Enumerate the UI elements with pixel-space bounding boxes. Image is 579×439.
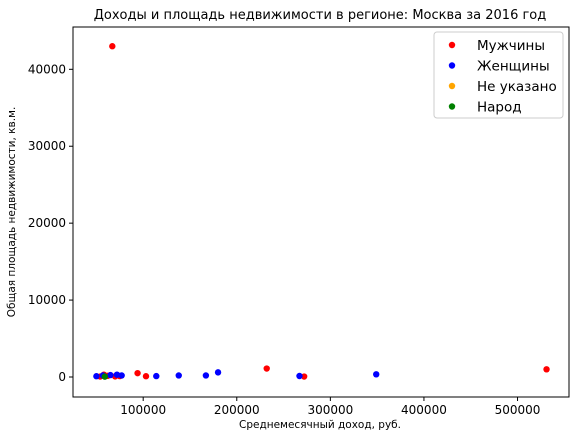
legend-marker (448, 62, 456, 69)
data-point (134, 369, 141, 377)
chart-title: Доходы и площадь недвижимости в регионе:… (94, 8, 547, 23)
plot-area (93, 43, 550, 380)
x-tick-label: 200000 (214, 403, 260, 417)
data-point (107, 371, 114, 379)
legend: Мужчины Женщины Не указано Народ (433, 31, 564, 119)
series-4 (101, 373, 109, 380)
data-point (101, 373, 109, 380)
data-point (202, 372, 210, 379)
y-tick-label: 20000 (28, 216, 66, 230)
legend-label: Народ (477, 100, 522, 116)
data-point (109, 43, 116, 50)
legend-marker (448, 41, 456, 49)
data-point (300, 373, 308, 380)
x-tick-label: 400000 (401, 403, 447, 417)
y-tick-label: 40000 (28, 62, 66, 76)
legend-frame (433, 31, 564, 119)
data-point (263, 365, 270, 372)
data-point (296, 372, 303, 380)
data-point (175, 372, 182, 379)
data-point (373, 371, 380, 378)
y-axis: 0 10000 20000 30000 40000 (28, 62, 73, 384)
data-point (543, 366, 550, 373)
x-tick-label: 300000 (307, 403, 353, 417)
x-axis: 100000 200000 300000 400000 500000 (120, 397, 540, 417)
y-tick-label: 10000 (28, 293, 66, 307)
y-tick-label: 30000 (28, 139, 66, 153)
y-axis-label: Общая площадь недвижимости, кв.м. (6, 107, 18, 318)
legend-label: Женщины (477, 59, 550, 75)
data-point (118, 372, 125, 379)
legend-label: Не указано (477, 79, 557, 95)
legend-marker (448, 103, 456, 110)
data-point (153, 372, 160, 380)
plot-frame (72, 26, 570, 398)
x-tick-label: 100000 (120, 403, 166, 417)
data-point (142, 373, 150, 380)
legend-label: Мужчины (477, 38, 545, 54)
x-axis-label: Среднемесячный доход, руб. (239, 419, 401, 431)
data-point (93, 373, 100, 380)
legend-marker (448, 82, 456, 90)
y-tick-label: 0 (58, 370, 66, 384)
x-tick-label: 500000 (495, 403, 541, 417)
data-point (214, 369, 222, 376)
